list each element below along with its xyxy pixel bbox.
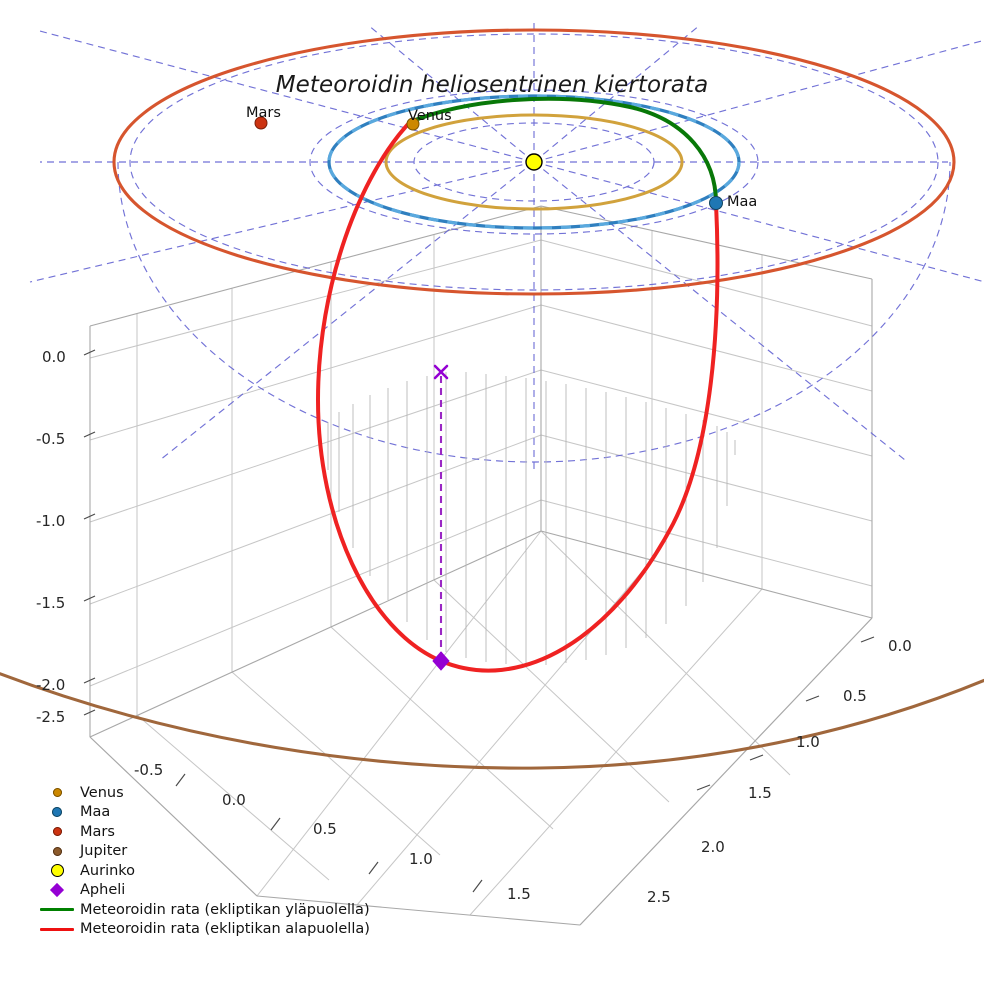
legend-item-apheli[interactable]: Apheli — [34, 881, 370, 901]
y-tick-0: 0.0 — [888, 637, 912, 655]
axes-3d-box — [83, 205, 875, 926]
page-title: Meteoroidin heliosentrinen kiertorata — [275, 72, 709, 98]
box-edges — [89, 205, 873, 926]
legend-label-aurinko: Aurinko — [80, 862, 136, 879]
y-tick-3: 1.5 — [748, 784, 772, 802]
legend-item-maa[interactable]: Maa — [34, 803, 370, 823]
ecliptic-reference-grid — [29, 18, 984, 470]
legend-label-jupiter: Jupiter — [80, 843, 128, 860]
z-tick-0: 0.0 — [42, 348, 66, 366]
axis-y-ticks — [696, 636, 875, 791]
legend-label-mars: Mars — [80, 823, 115, 840]
marker-maa — [709, 196, 723, 210]
x-tick-1: 0.0 — [222, 791, 246, 809]
axis-z-spine — [83, 349, 96, 716]
pane-left-grid — [89, 206, 542, 737]
legend-label-below-ecliptic: Meteoroidin rata (ekliptikan alapuolella… — [80, 921, 370, 938]
z-tick-1: -0.5 — [36, 430, 66, 448]
legend-marker-below-ecliptic-icon — [34, 927, 80, 931]
orbit-mars — [112, 28, 956, 296]
legend-item-below-ecliptic[interactable]: Meteoroidin rata (ekliptikan alapuolella… — [34, 920, 370, 940]
orbit-jupiter — [0, 672, 984, 770]
legend-label-above-ecliptic: Meteoroidin rata (ekliptikan yläpuolella… — [80, 901, 370, 918]
meteoroid-stems — [327, 372, 736, 665]
legend-item-above-ecliptic[interactable]: Meteoroidin rata (ekliptikan yläpuolella… — [34, 900, 370, 920]
x-tick-0: -0.5 — [134, 761, 164, 779]
legend-marker-aurinko-icon — [34, 864, 80, 878]
marker-venus — [406, 117, 420, 131]
marker-aurinko — [525, 153, 543, 171]
body-label-maa: Maa — [727, 194, 758, 210]
x-tick-4: 1.5 — [507, 885, 531, 903]
body-label-venus: Venus — [408, 108, 452, 124]
z-tick-5: -2.5 — [36, 708, 66, 726]
apheli-diamond-marker — [432, 651, 450, 671]
y-tick-4: 2.0 — [701, 838, 725, 856]
orbit-venus — [384, 113, 684, 211]
y-tick-2: 1.0 — [796, 733, 820, 751]
legend-label-maa: Maa — [80, 804, 111, 821]
legend-label-venus: Venus — [80, 784, 124, 801]
body-label-mars: Mars — [246, 105, 281, 121]
y-tick-1: 0.5 — [843, 687, 867, 705]
legend-marker-apheli-icon — [34, 883, 80, 898]
x-tick-3: 1.0 — [409, 850, 433, 868]
axis-x-ticks — [175, 773, 483, 893]
z-tick-2: -1.0 — [36, 512, 66, 530]
legend-marker-maa-icon — [34, 807, 80, 818]
z-tick-4: -2.0 — [36, 676, 66, 694]
legend-item-aurinko[interactable]: Aurinko — [34, 861, 370, 881]
legend-marker-jupiter-icon — [34, 846, 80, 856]
legend-marker-above-ecliptic-icon — [34, 908, 80, 912]
y-tick-5: 2.5 — [647, 888, 671, 906]
legend: Venus Maa Mars Jupiter Aurinko — [34, 783, 370, 939]
x-tick-2: 0.5 — [313, 820, 337, 838]
legend-marker-venus-icon — [34, 788, 80, 798]
marker-mars — [254, 116, 268, 130]
z-tick-3: -1.5 — [36, 594, 66, 612]
legend-item-jupiter[interactable]: Jupiter — [34, 842, 370, 862]
apheli-cross-marker — [433, 364, 449, 380]
meteoroid-orbit-above — [408, 96, 718, 205]
orbit-maa — [327, 94, 741, 230]
legend-label-apheli: Apheli — [80, 882, 126, 899]
legend-item-mars[interactable]: Mars — [34, 822, 370, 842]
legend-marker-mars-icon — [34, 827, 80, 837]
legend-item-venus[interactable]: Venus — [34, 783, 370, 803]
